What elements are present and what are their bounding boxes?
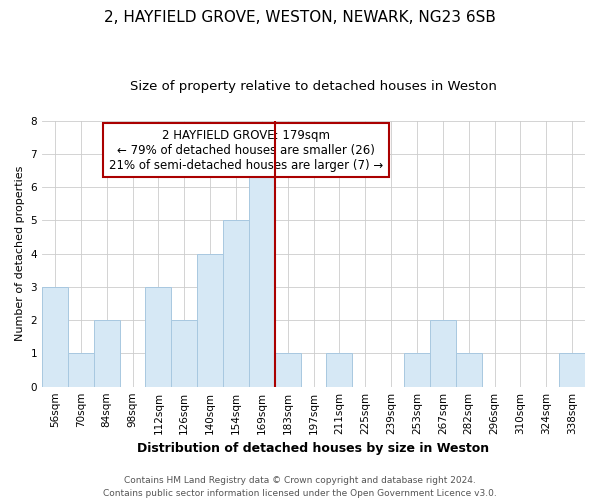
Bar xyxy=(404,354,430,386)
Text: 2, HAYFIELD GROVE, WESTON, NEWARK, NG23 6SB: 2, HAYFIELD GROVE, WESTON, NEWARK, NG23 … xyxy=(104,10,496,25)
Bar xyxy=(172,320,197,386)
Bar xyxy=(68,354,94,386)
Bar xyxy=(145,287,172,386)
Bar xyxy=(249,154,275,386)
Bar xyxy=(197,254,223,386)
Bar xyxy=(42,287,68,386)
Bar xyxy=(559,354,585,386)
Text: 2 HAYFIELD GROVE: 179sqm
← 79% of detached houses are smaller (26)
21% of semi-d: 2 HAYFIELD GROVE: 179sqm ← 79% of detach… xyxy=(109,128,383,172)
Bar xyxy=(326,354,352,386)
Y-axis label: Number of detached properties: Number of detached properties xyxy=(15,166,25,342)
Bar xyxy=(430,320,456,386)
Text: Contains HM Land Registry data © Crown copyright and database right 2024.
Contai: Contains HM Land Registry data © Crown c… xyxy=(103,476,497,498)
Bar xyxy=(94,320,119,386)
Title: Size of property relative to detached houses in Weston: Size of property relative to detached ho… xyxy=(130,80,497,93)
X-axis label: Distribution of detached houses by size in Weston: Distribution of detached houses by size … xyxy=(137,442,490,455)
Bar xyxy=(275,354,301,386)
Bar xyxy=(223,220,249,386)
Bar xyxy=(456,354,482,386)
